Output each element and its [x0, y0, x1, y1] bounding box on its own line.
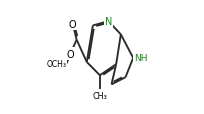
Text: OCH₃: OCH₃ [46, 59, 66, 68]
Text: O: O [67, 49, 74, 59]
Text: CH₃: CH₃ [92, 91, 107, 100]
Text: N: N [105, 17, 112, 27]
Text: NH: NH [134, 54, 147, 63]
Text: O: O [69, 20, 76, 30]
